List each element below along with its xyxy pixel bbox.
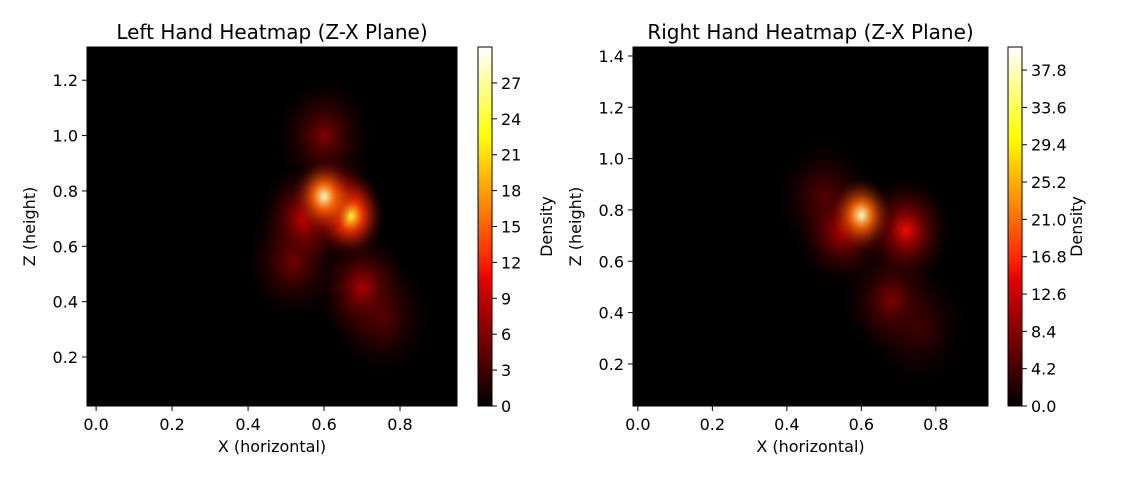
x-tick-label: 0.2 — [159, 415, 184, 434]
y-tick-label: 0.8 — [53, 182, 78, 201]
plot-frame — [632, 46, 989, 407]
colorbar-tick-label: 21.0 — [1031, 210, 1067, 229]
colorbar — [477, 46, 493, 407]
colorbar-tick-label: 8.4 — [1031, 322, 1056, 341]
x-axis-label: X (horizontal) — [756, 437, 864, 456]
x-tick-label: 0.2 — [700, 415, 725, 434]
x-tick-label: 0.4 — [774, 415, 799, 434]
y-tick-label: 1.0 — [53, 127, 78, 146]
colorbar-tick-label: 24 — [501, 110, 521, 129]
y-axis-label: Z (height) — [566, 187, 585, 267]
colorbar-tick-label: 0.0 — [1031, 397, 1056, 416]
x-tick-label: 0.8 — [923, 415, 948, 434]
colorbar-tick-label: 29.4 — [1031, 136, 1067, 155]
y-axis-label: Z (height) — [20, 187, 39, 267]
x-tick-label: 0.0 — [625, 415, 650, 434]
y-tick-label: 0.2 — [599, 355, 624, 374]
heatmap-layer — [244, 76, 432, 376]
x-tick-label: 0.6 — [311, 415, 336, 434]
colorbar-label: Density — [1067, 196, 1086, 257]
colorbar-tick-label: 12 — [501, 253, 521, 272]
colorbar-tick-label: 37.8 — [1031, 61, 1067, 80]
chart-title: Right Hand Heatmap (Z-X Plane) — [647, 20, 973, 44]
y-tick-label: 0.4 — [53, 293, 78, 312]
colorbar-tick-label: 4.2 — [1031, 360, 1056, 379]
x-tick-label: 0.0 — [83, 415, 108, 434]
y-tick-label: 1.2 — [599, 98, 624, 117]
y-tick-label: 0.4 — [599, 304, 624, 323]
x-tick-label: 0.6 — [849, 415, 874, 434]
colorbar — [1007, 46, 1023, 407]
colorbar-tick-label: 25.2 — [1031, 173, 1067, 192]
y-tick-label: 1.2 — [53, 71, 78, 90]
colorbar-tick-label: 9 — [501, 289, 511, 308]
chart-title: Left Hand Heatmap (Z-X Plane) — [116, 20, 427, 44]
colorbar-tick-label: 18 — [501, 182, 521, 201]
y-tick-label: 0.6 — [53, 237, 78, 256]
density-peak — [314, 230, 410, 345]
y-tick-label: 1.0 — [599, 150, 624, 169]
y-tick-label: 1.4 — [599, 47, 624, 66]
colorbar-tick-label: 21 — [501, 146, 521, 165]
density-peak — [829, 177, 893, 253]
colorbar-tick-label: 12.6 — [1031, 285, 1067, 304]
heatmap-layer — [773, 136, 969, 387]
x-tick-label: 0.8 — [387, 415, 412, 434]
colorbar-tick-label: 6 — [501, 325, 511, 344]
colorbar-tick-label: 16.8 — [1031, 248, 1067, 267]
plot-frame — [86, 46, 458, 407]
colorbar-tick-label: 3 — [501, 361, 511, 380]
x-tick-label: 0.4 — [235, 415, 260, 434]
density-peak — [292, 158, 356, 235]
y-tick-label: 0.8 — [599, 201, 624, 220]
y-tick-label: 0.2 — [53, 348, 78, 367]
colorbar-tick-label: 27 — [501, 74, 521, 93]
y-tick-label: 0.6 — [599, 252, 624, 271]
colorbar-tick-label: 0 — [501, 397, 511, 416]
colorbar-label: Density — [537, 196, 556, 257]
colorbar-tick-label: 15 — [501, 218, 521, 237]
colorbar-tick-label: 33.6 — [1031, 98, 1067, 117]
x-axis-label: X (horizontal) — [218, 437, 326, 456]
